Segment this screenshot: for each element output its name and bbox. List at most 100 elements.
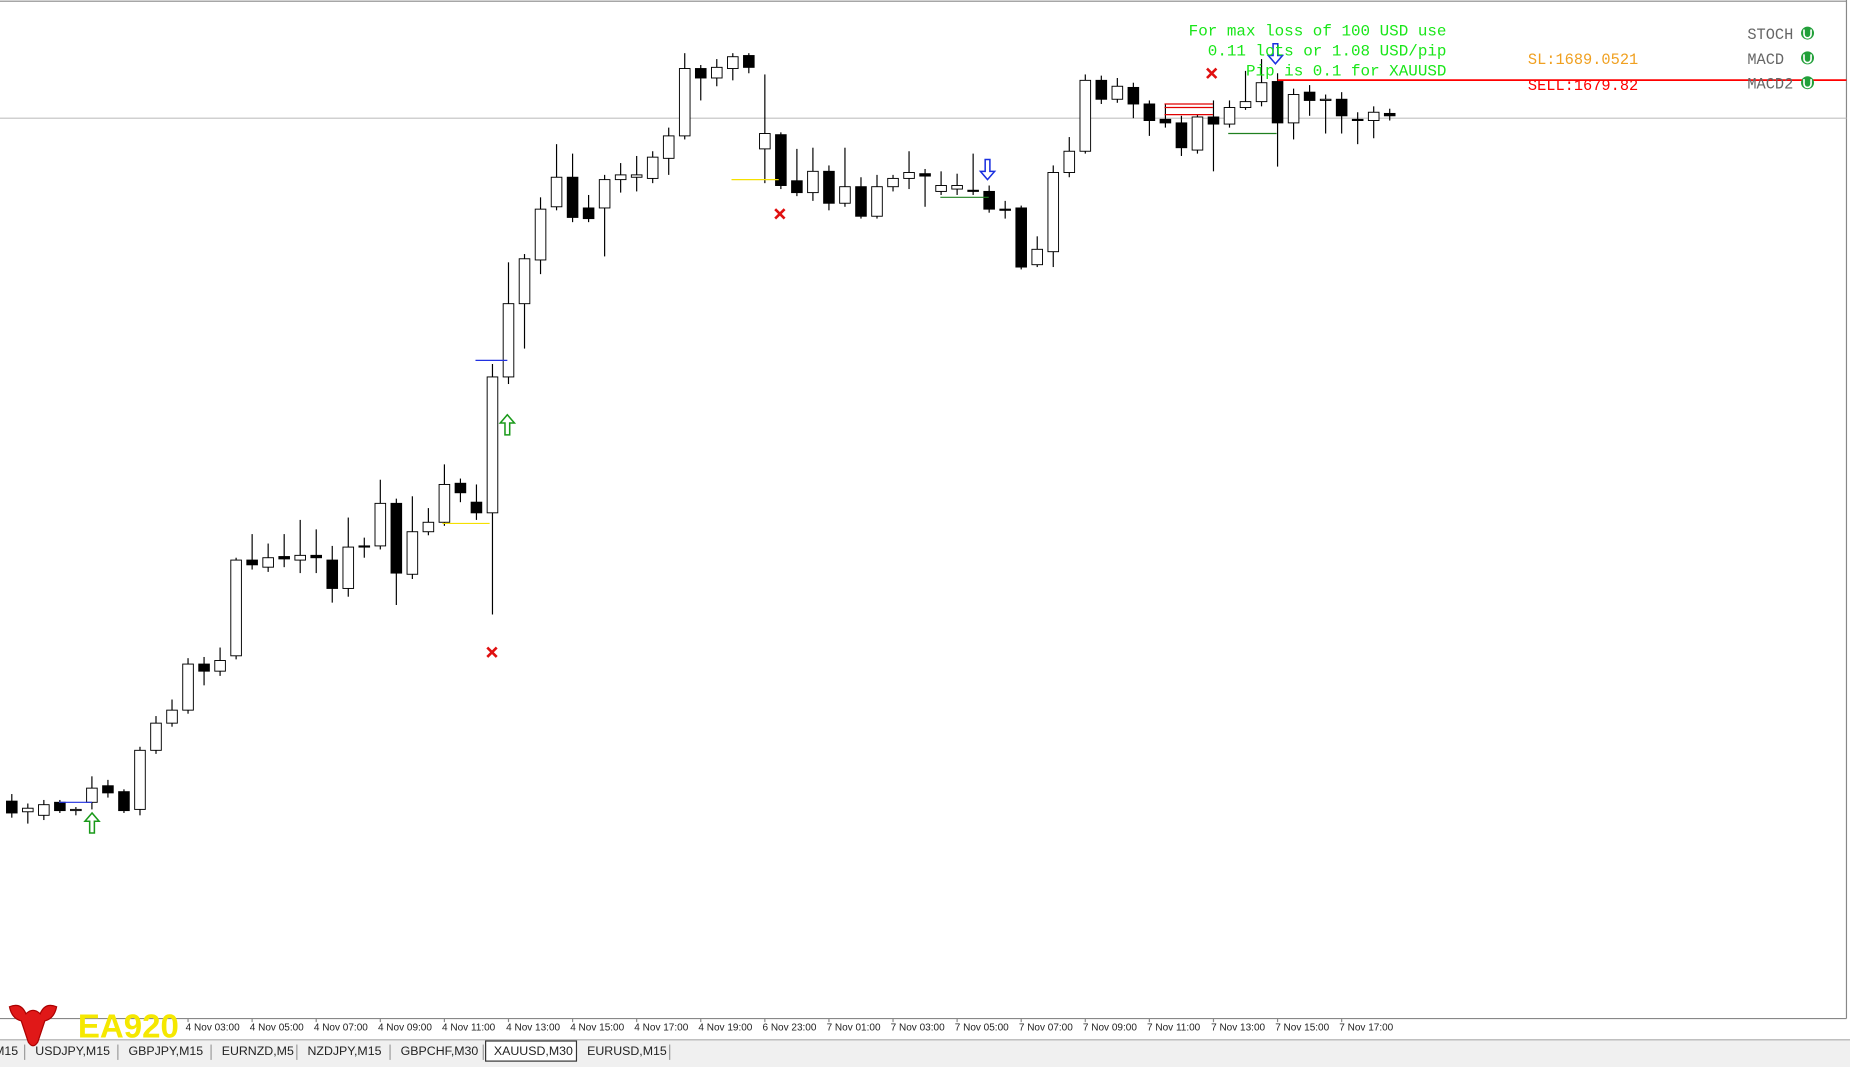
candle-body <box>903 172 915 179</box>
candle-body <box>598 179 611 209</box>
candle-body <box>951 185 963 190</box>
candle-body <box>22 807 34 813</box>
candle-body <box>230 559 242 657</box>
candle-body <box>342 546 355 589</box>
tab[interactable]: EURUSD,M15 <box>587 1044 671 1060</box>
tab[interactable]: USDJPY,M15 <box>35 1044 119 1060</box>
tab[interactable]: GBPJPY,M15 <box>128 1044 212 1060</box>
candle-body <box>694 68 707 79</box>
x-tick-label: 4 Nov 05:00 <box>250 1022 304 1033</box>
candle-body <box>759 133 771 150</box>
candle-body <box>438 483 451 523</box>
tab[interactable]: GBPCHF,M30 <box>401 1044 484 1060</box>
candle-body <box>102 785 114 794</box>
candle-body <box>823 170 835 204</box>
candle-body <box>1303 91 1316 101</box>
candle-body <box>710 66 723 79</box>
candle-body <box>614 174 627 181</box>
candle-body <box>262 557 274 568</box>
candle-body <box>1383 112 1396 117</box>
close-mark <box>1206 67 1218 79</box>
candle-body <box>983 190 995 210</box>
tab[interactable]: EURNZD,M5 <box>222 1044 298 1060</box>
candle-body <box>406 531 419 575</box>
candle-body <box>278 556 290 560</box>
tab-label: GBPJPY,M15 <box>128 1044 203 1058</box>
candle-body <box>1015 207 1027 268</box>
sell-arrow <box>978 158 997 181</box>
close-mark <box>774 208 786 220</box>
info-line: Pip is 0.1 for XAUUSD <box>1246 63 1447 81</box>
x-tick-label: 4 Nov 09:00 <box>378 1022 432 1033</box>
tab-label: EURNZD,M5 <box>222 1044 294 1058</box>
candle-body <box>775 134 787 186</box>
candle-body <box>646 156 659 179</box>
tab-label: M15 <box>0 1044 18 1058</box>
candle-body <box>1207 116 1220 125</box>
x-tick-label: 6 Nov 23:00 <box>762 1022 816 1033</box>
candle-body <box>214 660 226 672</box>
candle-body <box>807 170 819 194</box>
candle-body <box>919 173 931 177</box>
candle-body <box>310 554 323 559</box>
candle-body <box>502 303 515 378</box>
x-tick-label: 7 Nov 05:00 <box>955 1022 1009 1033</box>
candle-body <box>198 663 210 672</box>
candle-body <box>743 55 755 68</box>
candle-body <box>967 189 979 192</box>
tab-label: EURUSD,M15 <box>587 1044 667 1058</box>
candle-body <box>182 663 194 711</box>
candle-body <box>662 135 675 159</box>
x-tick-label: 7 Nov 07:00 <box>1019 1022 1073 1033</box>
candle-body <box>1095 79 1108 100</box>
candle-body <box>150 722 162 751</box>
candle-body <box>1191 116 1204 151</box>
tab-label: USDJPY,M15 <box>35 1044 110 1058</box>
info-line: 0.11 lots or 1.08 USD/pip <box>1208 43 1447 61</box>
candle-body <box>6 800 18 814</box>
x-tick-label: 7 Nov 01:00 <box>827 1022 881 1033</box>
candle-body <box>887 177 899 188</box>
close-mark <box>486 646 498 658</box>
candle-body <box>1063 150 1076 173</box>
candle-body <box>1031 248 1044 266</box>
tab[interactable]: NZDJPY,M15 <box>307 1044 391 1060</box>
x-tick-label: 4 Nov 03:00 <box>186 1022 240 1033</box>
logo: EA920 <box>8 1004 179 1047</box>
candle-body <box>550 176 563 208</box>
candle-body <box>422 521 435 533</box>
signals <box>58 42 1285 834</box>
candle-body <box>374 502 387 547</box>
plot <box>0 53 1847 824</box>
candle-body <box>871 186 883 217</box>
candle-body <box>390 502 403 574</box>
buy-arrow <box>498 413 517 436</box>
candle-body <box>534 208 547 261</box>
candle-body <box>1239 101 1252 108</box>
candle-body <box>326 559 339 589</box>
indicator-toggle-glyph <box>1803 54 1812 64</box>
tab[interactable]: XAUUSD,M30 <box>485 1040 578 1062</box>
logo-text: EA920 <box>78 1008 179 1045</box>
candle-body <box>518 258 531 305</box>
candle-body <box>358 545 371 548</box>
buy-arrow <box>83 811 101 834</box>
candle-body <box>1351 118 1364 121</box>
x-tick-label: 7 Nov 09:00 <box>1083 1022 1137 1033</box>
sell-arrow <box>1266 42 1285 65</box>
tab-bar-bg <box>0 1039 1850 1067</box>
candle-body <box>486 376 499 514</box>
indicator-toggle-glyph <box>1803 29 1812 39</box>
candle-body <box>454 482 467 494</box>
x-tick-label: 4 Nov 13:00 <box>506 1022 560 1033</box>
indicator-name: MACD <box>1747 51 1784 69</box>
candle-body <box>70 808 82 812</box>
candle-body <box>38 804 50 816</box>
candle-body <box>855 186 867 217</box>
candle-body <box>1255 82 1268 103</box>
tab[interactable]: M15 <box>0 1044 26 1060</box>
tab-label: GBPCHF,M30 <box>401 1044 479 1058</box>
candle-body <box>935 185 947 192</box>
